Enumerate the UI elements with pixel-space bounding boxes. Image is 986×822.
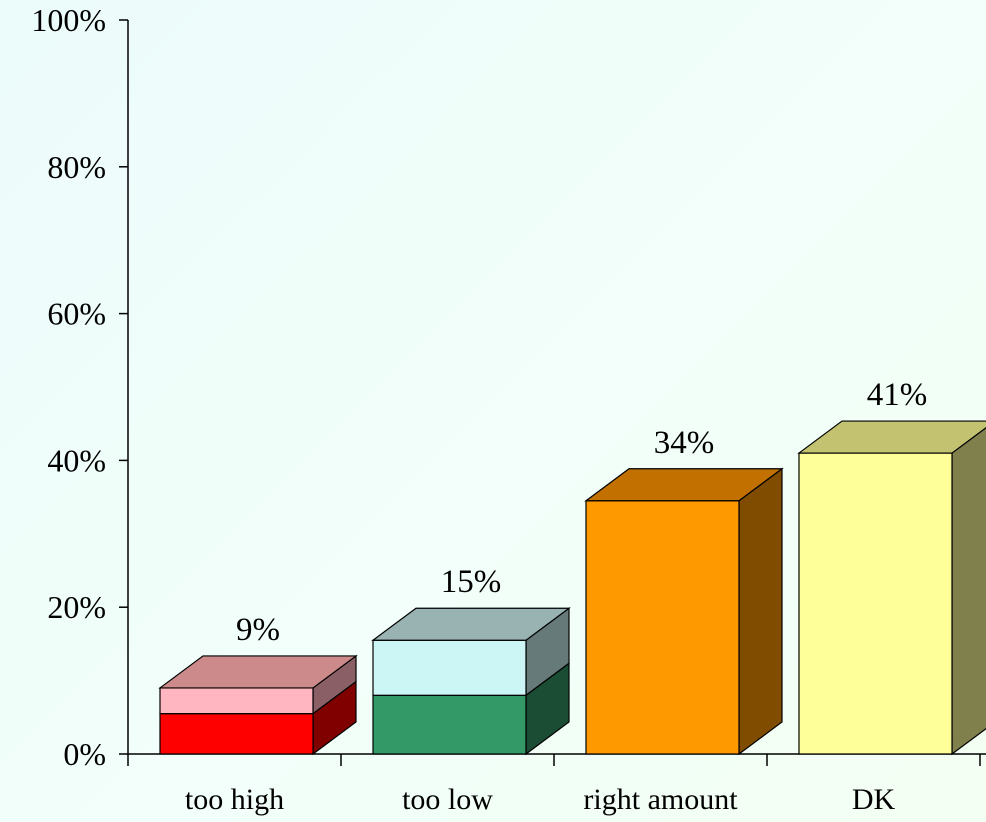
data-label: 41% [867,377,928,413]
bar-top [371,607,571,641]
y-tick-label: 20% [47,589,106,625]
y-tick-label: 100% [31,2,106,38]
bar-segment [159,687,314,715]
data-label: 34% [654,425,715,461]
x-category-label: too low [402,783,493,816]
y-tick-label: 40% [47,442,106,478]
data-label: 9% [236,612,280,648]
x-category-label: DK [852,783,896,816]
bar-segment [585,500,740,755]
bar-side [951,427,986,756]
y-tick-label: 80% [47,149,106,185]
bar-segment [798,452,953,755]
x-category-label: too high [185,783,284,816]
bar-segment [159,713,314,755]
bar-top [584,468,784,502]
y-tick-label: 60% [47,296,106,332]
x-category-label: right amount [583,783,738,816]
data-label: 15% [441,564,502,600]
y-tick-label: 0% [63,736,106,772]
bar-segment [372,694,527,755]
bar-side [738,467,783,756]
bar-top [797,420,986,454]
bar-top [158,655,358,689]
bar-segment [372,639,527,696]
